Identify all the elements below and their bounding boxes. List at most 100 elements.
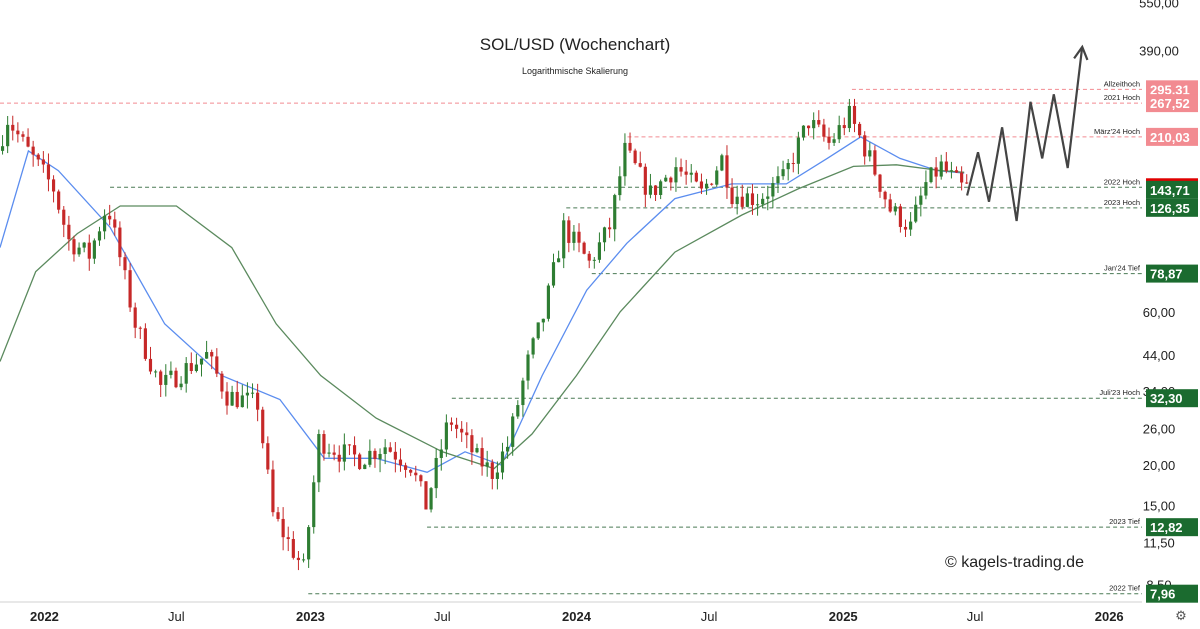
candle-body xyxy=(679,167,683,172)
candle-body xyxy=(546,285,550,319)
candle-body xyxy=(250,392,255,394)
candle-body xyxy=(322,434,326,454)
candle-body xyxy=(960,172,964,183)
candle-body xyxy=(11,124,15,131)
candle-body xyxy=(57,191,61,210)
candle-body xyxy=(858,123,862,136)
candle-body xyxy=(189,363,193,372)
candle-body xyxy=(827,136,831,143)
price-badge: 295,31 xyxy=(1150,82,1190,97)
price-badge: 210,03 xyxy=(1150,130,1190,145)
x-tick-label: Jul xyxy=(168,609,185,624)
candle-body xyxy=(159,371,163,385)
candle-body xyxy=(577,231,581,243)
candle-body xyxy=(761,198,765,205)
candle-body xyxy=(541,318,545,323)
candle-body xyxy=(281,518,285,538)
candle-body xyxy=(924,182,928,196)
candle-body xyxy=(500,451,505,473)
candle-body xyxy=(847,105,851,129)
candle-body xyxy=(240,395,244,408)
x-tick-label: 2023 xyxy=(296,609,325,624)
candle-body xyxy=(832,139,836,143)
candle-body xyxy=(480,448,484,467)
x-tick-label: Jul xyxy=(701,609,718,624)
candle-body xyxy=(516,405,520,417)
candle-body xyxy=(87,242,91,259)
candle-body xyxy=(653,185,658,195)
y-tick-label: 550,00 xyxy=(1139,0,1179,11)
candle-body xyxy=(138,327,142,329)
candle-body xyxy=(506,446,510,452)
candle-body xyxy=(567,220,571,243)
price-badge-bg xyxy=(1146,584,1198,603)
candle-body xyxy=(276,512,280,519)
candle-body xyxy=(791,163,795,165)
price-badge-bg xyxy=(1146,80,1198,99)
candle-body xyxy=(536,322,540,339)
candle-body xyxy=(766,196,770,199)
candle-body xyxy=(307,527,311,560)
candle-body xyxy=(465,432,469,436)
x-tick-label: Jul xyxy=(434,609,451,624)
x-axis: 2022 Jul 2023 Jul 2024 Jul 2025 Jul 2026 xyxy=(0,601,1142,624)
candle-body xyxy=(704,183,709,189)
candle-body xyxy=(648,185,653,195)
candle-body xyxy=(460,428,464,433)
candle-body xyxy=(669,177,673,183)
y-tick-label: 15,00 xyxy=(1143,498,1176,513)
candle-body xyxy=(128,270,132,308)
candle-body xyxy=(51,179,56,192)
candle-body xyxy=(873,150,877,175)
candle-body xyxy=(659,181,663,195)
price-badge-bg xyxy=(1146,198,1198,217)
x-tick-label: 2024 xyxy=(562,609,592,624)
candle-body xyxy=(551,262,556,286)
candle-body xyxy=(301,559,306,561)
candle-body xyxy=(750,193,755,206)
candle-body xyxy=(684,171,688,175)
candle-body xyxy=(429,488,433,510)
candle-body xyxy=(699,181,704,189)
candle-body xyxy=(378,453,382,460)
candle-body xyxy=(674,167,678,183)
candle-body xyxy=(521,380,525,406)
candle-body xyxy=(409,469,413,473)
candle-body xyxy=(643,166,647,195)
candle-body xyxy=(883,191,887,200)
candle-body xyxy=(143,328,147,359)
candle-body xyxy=(720,155,724,171)
candle-body xyxy=(36,154,40,160)
candle-body xyxy=(439,449,443,458)
level-label: 2022 Tief xyxy=(1109,584,1141,593)
candle-body xyxy=(868,150,872,157)
candle-body xyxy=(623,142,627,177)
y-tick-label: 390,00 xyxy=(1139,43,1179,58)
level-label: 2023 Hoch xyxy=(1104,198,1140,207)
level-label: Juli'23 Hoch xyxy=(1099,388,1140,397)
candle-body xyxy=(342,444,346,462)
candle-body xyxy=(199,358,204,365)
candle-body xyxy=(801,125,806,138)
candle-body xyxy=(842,125,846,129)
candle-body xyxy=(939,161,943,177)
candle-body xyxy=(475,448,479,453)
candle-body xyxy=(62,209,66,225)
candle-body xyxy=(807,125,811,129)
candle-body xyxy=(511,416,515,447)
price-badge: 78,87 xyxy=(1150,267,1183,282)
price-badge: 32,30 xyxy=(1150,391,1183,406)
candle-body xyxy=(393,451,397,460)
candle-body xyxy=(220,373,224,392)
gear-icon[interactable]: ⚙ xyxy=(1175,608,1187,623)
candle-body xyxy=(92,240,96,259)
candle-body xyxy=(526,354,530,381)
candle-body xyxy=(46,164,51,180)
candle-body xyxy=(817,120,821,125)
candle-body xyxy=(16,130,20,135)
chart-title: SOL/USD (Wochenchart) xyxy=(480,35,671,54)
candle-body xyxy=(664,177,668,182)
candle-body xyxy=(368,450,372,465)
